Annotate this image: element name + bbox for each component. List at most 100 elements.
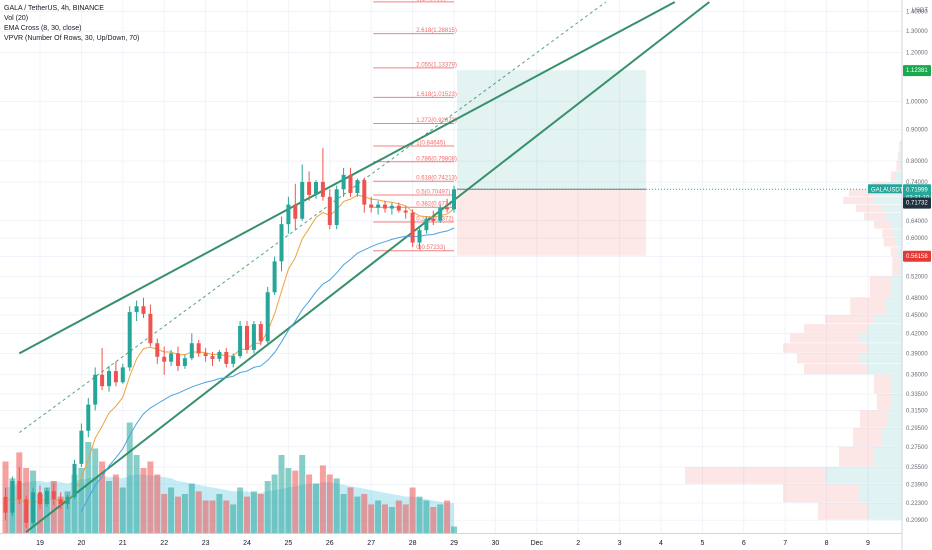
vpvr-bar-up <box>895 238 902 247</box>
volume-bar <box>43 487 50 533</box>
price-axis-tick-label: 0.64000 <box>906 219 928 225</box>
volume-bar <box>430 507 437 533</box>
fib-level-label: 1.272(0.92073) <box>416 118 457 124</box>
volume-bar <box>147 461 154 533</box>
price-axis-tick-label: 0.90000 <box>906 128 928 134</box>
candle-body <box>10 481 15 513</box>
price-axis-tick-label: 0.29500 <box>906 426 928 432</box>
vpvr-bar-down <box>874 374 891 394</box>
candle <box>189 333 194 361</box>
vpvr-bar-down <box>850 297 886 315</box>
candle <box>238 321 243 359</box>
price-axis-tick-label: 1.30000 <box>906 29 928 35</box>
volume-bar <box>57 496 64 533</box>
candle-body <box>210 356 215 359</box>
time-axis-tick-label: 29 <box>450 540 458 547</box>
candle-body <box>203 353 208 357</box>
time-axis-tick-label: 9 <box>866 540 870 547</box>
candle <box>141 297 146 319</box>
legend-volume[interactable]: Vol (20) <box>4 15 29 22</box>
channel-line-lower <box>25 1 710 533</box>
vpvr-bar-down <box>790 333 860 343</box>
channel-line-mid <box>19 1 607 433</box>
volume-bar <box>202 500 209 533</box>
candle-body <box>279 224 284 262</box>
vpvr-bar-down <box>890 171 895 182</box>
vpvr-bar-down <box>783 484 860 503</box>
volume-bar <box>119 487 126 533</box>
volume-bar <box>50 481 57 533</box>
long-position-stop-zone <box>457 189 646 256</box>
price-axis-tick-label: 0.80000 <box>906 159 928 165</box>
candle-body <box>376 204 381 208</box>
candle-body <box>396 205 401 211</box>
vpvr-bar-down <box>685 467 825 484</box>
volume-bar <box>402 504 409 533</box>
candle <box>58 492 63 509</box>
vpvr-bar-up <box>899 161 902 171</box>
candle-body <box>452 189 456 210</box>
candle <box>231 353 236 368</box>
candle <box>65 494 70 509</box>
candle <box>272 256 277 296</box>
vpvr-bar-down <box>896 161 900 171</box>
candle-body <box>3 496 8 513</box>
candle <box>300 164 305 221</box>
vpvr-bar-down <box>804 363 867 375</box>
volume-bar <box>237 487 244 533</box>
legend-vpvr[interactable]: VPVR (Number Of Rows, 30, Up/Down, 70) <box>4 35 140 42</box>
candle-body <box>307 181 312 195</box>
vpvr-bar-up <box>890 220 902 229</box>
candle <box>148 304 153 347</box>
candle-body <box>355 180 360 194</box>
candle <box>327 189 332 230</box>
candle <box>403 206 408 219</box>
volume-bar <box>416 496 423 533</box>
vpvr-bar-down <box>855 204 881 212</box>
candle <box>258 321 263 346</box>
vpvr-bar-up <box>860 333 902 343</box>
parallel-channel <box>18 1 710 533</box>
volume-bar <box>354 496 361 533</box>
vpvr-bar-up <box>881 428 902 447</box>
vpvr-bar-up <box>867 343 902 353</box>
candle-body <box>72 463 77 497</box>
candle <box>445 198 450 213</box>
ema-price-tag-bg <box>903 197 931 209</box>
candle <box>362 177 367 213</box>
volume-bar <box>154 474 161 533</box>
symbol-price-tag: GALAUSDT <box>868 184 904 194</box>
candle-body <box>410 212 415 243</box>
volume-bar <box>423 500 430 533</box>
vpvr-bar-up <box>885 297 902 315</box>
candle <box>51 483 56 506</box>
price-axis-tick-label: 0.42000 <box>906 332 928 338</box>
time-axis-tick-label: 27 <box>367 540 375 547</box>
fib-extension: 3(1.45058) 2.618(1.28815) 2.055(1.13379) 1.… <box>373 0 457 252</box>
volume-bar <box>244 496 250 533</box>
volume-bar <box>313 483 319 533</box>
ema-price-tag-text: 0.71732 <box>906 201 928 207</box>
volume-bar <box>161 494 168 533</box>
vpvr-bar-up <box>874 196 902 204</box>
candle-body <box>362 180 367 205</box>
candle-body <box>148 313 153 344</box>
price-axis-tick-label: 1.00000 <box>906 99 928 105</box>
candle <box>3 487 8 521</box>
legend-ema-cross[interactable]: EMA Cross (8, 30, close) <box>4 25 82 32</box>
legend-symbol[interactable]: GALA / TetherUS, 4h, BINANCE <box>4 5 104 12</box>
volume-bar <box>257 494 264 533</box>
candle <box>286 196 291 234</box>
vpvr-bar-down <box>876 393 891 410</box>
candle <box>251 321 256 354</box>
time-axis-tick-label: 21 <box>119 540 127 547</box>
vpvr-bar-down <box>818 502 867 520</box>
candle <box>210 351 215 366</box>
candle <box>100 347 105 391</box>
candle-body <box>348 174 353 194</box>
stop-price-tag-text: 0.56158 <box>906 254 928 260</box>
candle-body <box>224 351 229 364</box>
time-axis-tick-label: 26 <box>326 540 334 547</box>
candle-body <box>38 492 42 505</box>
